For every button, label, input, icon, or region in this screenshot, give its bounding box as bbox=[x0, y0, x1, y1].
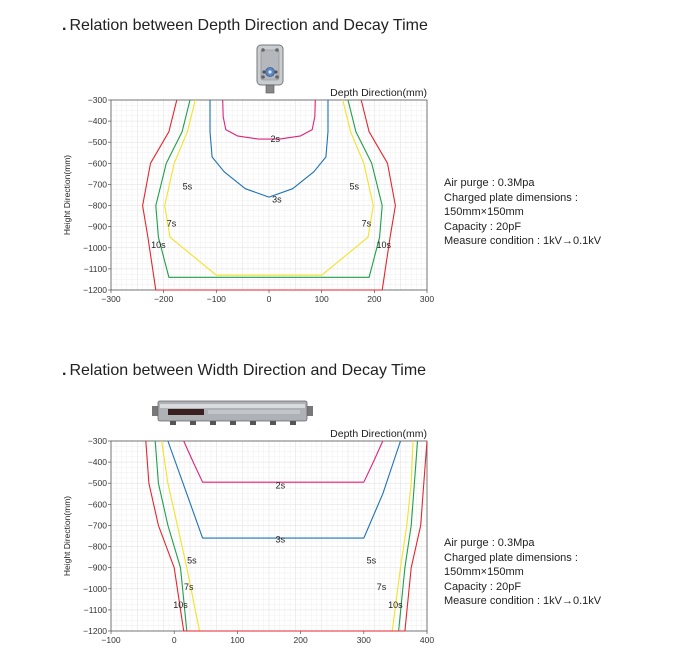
x-tick-label: 300 bbox=[357, 635, 371, 645]
chart-1-notes: Air purge : 0.3Mpa Charged plate dimensi… bbox=[444, 176, 601, 249]
series-line-10s bbox=[142, 99, 396, 291]
bullet-dot: . bbox=[62, 362, 67, 379]
contour-label-7s: 7s bbox=[184, 582, 194, 592]
contour-label-5s: 5s bbox=[350, 182, 360, 192]
series-line-10s bbox=[145, 440, 428, 632]
chart-2-title: . Relation between Width Direction and De… bbox=[62, 362, 426, 380]
y-tick-label: −800 bbox=[88, 201, 107, 211]
series-line-3s bbox=[209, 100, 329, 198]
note-measure-condition: Measure condition : 1kV→0.1kV bbox=[444, 235, 602, 248]
contour-label-10s: 10s bbox=[388, 600, 403, 610]
contour-label-2s: 2s bbox=[271, 134, 281, 144]
x-tick-label: 200 bbox=[294, 635, 308, 645]
note-plate-dimensions: Charged plate dimensions : bbox=[444, 191, 578, 204]
grid bbox=[110, 440, 428, 632]
chart-2-notes: Air purge : 0.3Mpa Charged plate dimensi… bbox=[444, 536, 601, 609]
y-tick-label: −900 bbox=[88, 563, 107, 573]
x-axis-label: Depth Direction(mm) bbox=[330, 428, 427, 440]
contour-label-7s: 7s bbox=[377, 582, 387, 592]
x-tick-label: −300 bbox=[101, 294, 120, 304]
contour-label-3s: 3s bbox=[272, 194, 282, 204]
y-tick-label: −300 bbox=[88, 95, 107, 105]
y-axis-label: Height Direction(mm) bbox=[62, 155, 72, 235]
y-tick-label: −700 bbox=[88, 520, 107, 530]
bullet-dot: . bbox=[62, 17, 67, 34]
contour-label-3s: 3s bbox=[276, 534, 286, 544]
x-tick-label: 300 bbox=[420, 294, 434, 304]
contour-label-5s: 5s bbox=[367, 555, 377, 565]
y-tick-label: −300 bbox=[88, 436, 107, 446]
y-tick-label: −900 bbox=[88, 222, 107, 232]
ionizer-bar-device-icon bbox=[152, 400, 313, 425]
chart-1-title: . Relation between Depth Direction and De… bbox=[62, 17, 428, 35]
y-tick-label: −1000 bbox=[83, 584, 107, 594]
note-air-purge: Air purge : 0.3Mpa bbox=[444, 177, 535, 189]
y-tick-label: −1200 bbox=[83, 626, 107, 636]
x-tick-label: 200 bbox=[367, 294, 381, 304]
series-line-2s bbox=[183, 440, 384, 483]
y-tick-label: −1100 bbox=[84, 264, 108, 274]
note-air-purge: Air purge : 0.3Mpa bbox=[444, 537, 535, 549]
x-tick-label: 400 bbox=[420, 635, 434, 645]
series-line-5s bbox=[164, 99, 374, 276]
y-tick-label: −800 bbox=[88, 542, 107, 552]
x-tick-label: 100 bbox=[230, 635, 244, 645]
chart-2: −100 0 100 200 300 400−300−400−500−600−700−80… bbox=[62, 428, 434, 645]
x-axis-label: Depth Direction(mm) bbox=[330, 87, 427, 99]
y-tick-label: −500 bbox=[88, 137, 107, 147]
note-capacity: Capacity : 20pF bbox=[444, 220, 522, 233]
y-tick-label: −1000 bbox=[83, 243, 107, 253]
x-tick-label: −100 bbox=[101, 635, 120, 645]
contour-label-10s: 10s bbox=[377, 240, 392, 250]
y-tick-label: −400 bbox=[88, 116, 107, 126]
series-line-7s bbox=[155, 99, 383, 278]
y-tick-label: −500 bbox=[88, 478, 107, 488]
ionizer-device-icon bbox=[256, 44, 284, 94]
series-line-3s bbox=[167, 440, 402, 539]
contour-label-7s: 7s bbox=[167, 219, 177, 229]
y-tick-label: −1200 bbox=[83, 285, 107, 295]
x-tick-label: 0 bbox=[267, 294, 272, 304]
y-tick-label: −400 bbox=[88, 457, 107, 467]
x-tick-label: −200 bbox=[154, 294, 173, 304]
note-plate-size: 150mm×150mm bbox=[444, 566, 524, 579]
note-plate-size: 150mm×150mm bbox=[444, 206, 524, 219]
chart-1: −300 −200 −100 0 100 200 300−300−400−500−600−7… bbox=[62, 87, 434, 304]
series-line-2s bbox=[222, 99, 316, 140]
chart-2-title-text: Relation between Width Direction and Dec… bbox=[69, 362, 427, 379]
contour-label-5s: 5s bbox=[183, 182, 193, 192]
note-measure-condition: Measure condition : 1kV→0.1kV bbox=[444, 595, 602, 608]
x-tick-label: 100 bbox=[315, 294, 329, 304]
chart-1-title-text: Relation between Depth Direction and Dec… bbox=[69, 17, 428, 34]
contour-label-2s: 2s bbox=[276, 481, 286, 491]
y-axis-label: Height Direction(mm) bbox=[62, 496, 72, 576]
y-tick-label: −700 bbox=[88, 179, 107, 189]
note-plate-dimensions: Charged plate dimensions : bbox=[444, 551, 578, 564]
x-tick-label: −100 bbox=[207, 294, 226, 304]
y-tick-label: −600 bbox=[88, 499, 107, 509]
contour-label-7s: 7s bbox=[362, 219, 372, 229]
note-capacity: Capacity : 20pF bbox=[444, 580, 522, 593]
contour-label-5s: 5s bbox=[187, 555, 197, 565]
y-tick-label: −1100 bbox=[84, 605, 108, 615]
contour-label-10s: 10s bbox=[173, 600, 188, 610]
contour-label-10s: 10s bbox=[151, 240, 166, 250]
y-tick-label: −600 bbox=[88, 158, 107, 168]
x-tick-label: 0 bbox=[172, 635, 177, 645]
